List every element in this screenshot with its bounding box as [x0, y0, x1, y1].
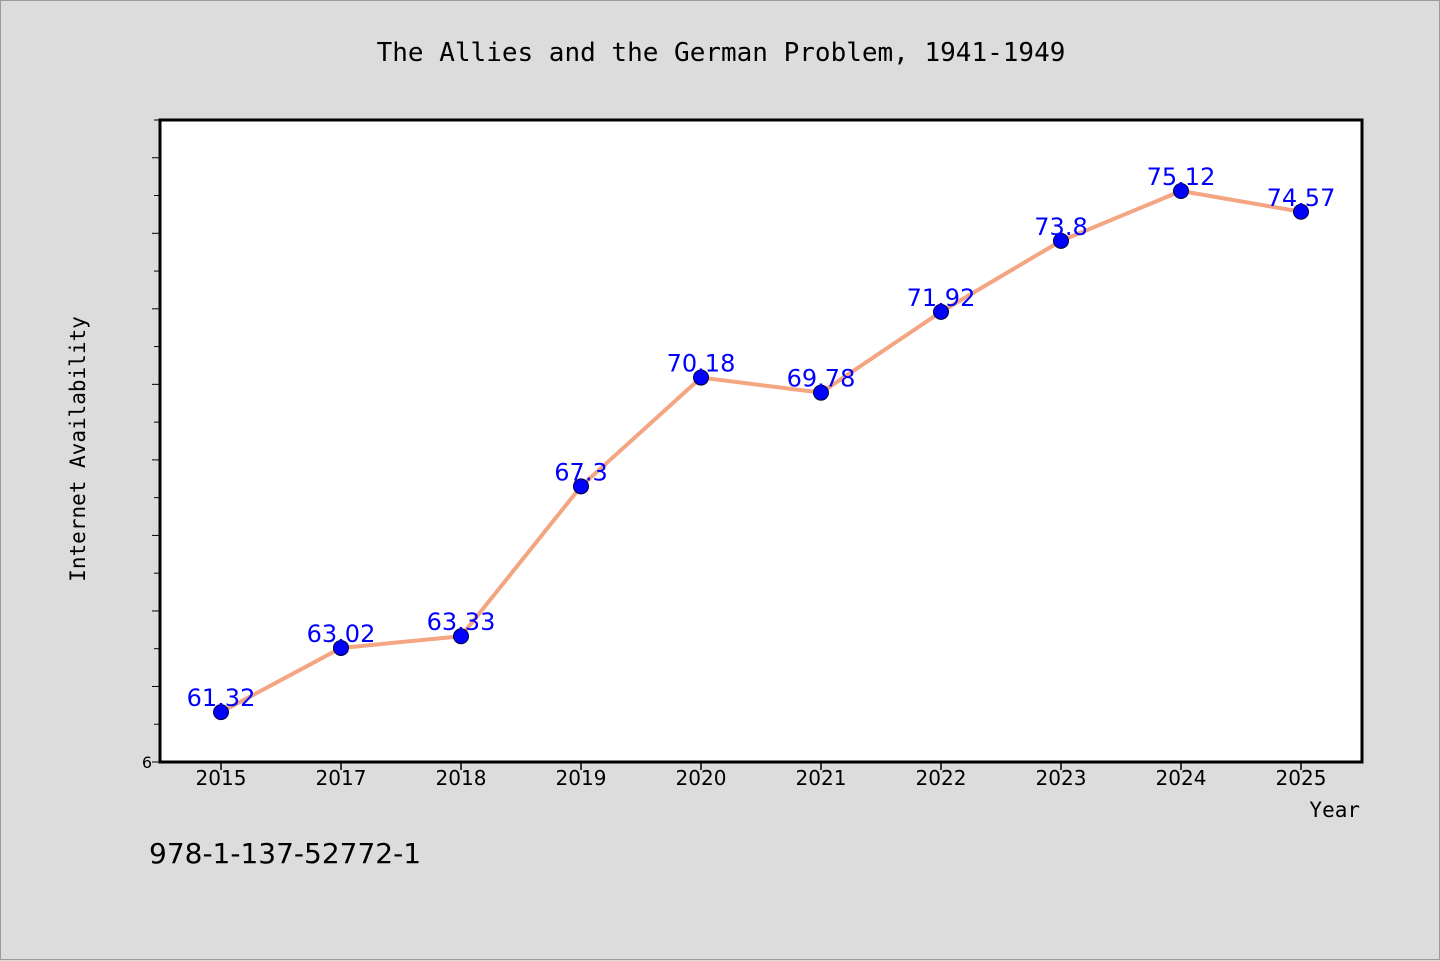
data-point-marker: [213, 704, 229, 721]
x-tick-label: 2024: [1156, 766, 1207, 790]
x-tick-label: 2020: [676, 766, 727, 790]
data-point-label: 75.12: [1147, 163, 1216, 191]
data-point-marker: [573, 478, 589, 495]
x-tick-label: 2017: [316, 766, 367, 790]
data-point-label: 74.57: [1267, 184, 1336, 212]
y-tick-label: 6: [142, 753, 152, 772]
x-axis-ticks: 2015 2017 2018 2019 2020 2021 2022 2023 2024 2025: [196, 762, 1327, 790]
x-tick-label: 2022: [916, 766, 967, 790]
footnote-isbn: 978-1-137-52772-1: [149, 837, 421, 870]
data-point-marker: [1293, 203, 1309, 220]
series-line: [220, 188, 1302, 714]
x-tick-label: 2015: [196, 766, 247, 790]
x-tick-label: 2023: [1036, 766, 1087, 790]
data-point-label: 69.78: [787, 365, 856, 393]
data-point-label: 71.92: [907, 284, 976, 312]
data-point-marker: [453, 628, 469, 645]
plot-area: [158, 118, 1364, 764]
data-point-marker: [333, 639, 349, 656]
x-tick-label: 2019: [556, 766, 607, 790]
data-point-label: 63.33: [427, 608, 496, 636]
data-point-marker: [813, 384, 829, 401]
data-point-label: 63.02: [307, 620, 376, 648]
data-point-marker: [933, 303, 949, 320]
data-point-marker: [1173, 182, 1189, 199]
x-tick-label: 2025: [1276, 766, 1327, 790]
data-point-marker: [1053, 232, 1069, 249]
data-point-label: 61.32: [187, 684, 256, 712]
x-axis-title: Year: [1309, 798, 1360, 822]
series-layer: 61.32 63.02 63.33 67.3 70.18 69.78 71.92 73.8 75…: [187, 163, 1336, 721]
y-axis-ticks: 6: [142, 119, 160, 772]
data-point-marker: [693, 369, 709, 386]
y-axis-title: Internet Availability: [66, 316, 90, 582]
data-point-label: 70.18: [667, 350, 736, 378]
data-point-label: 67.3: [554, 458, 607, 486]
data-point-label: 73.8: [1034, 213, 1087, 241]
x-tick-label: 2018: [436, 766, 487, 790]
x-tick-label: 2021: [796, 766, 847, 790]
chart-title: The Allies and the German Problem, 1941-…: [377, 38, 1066, 68]
